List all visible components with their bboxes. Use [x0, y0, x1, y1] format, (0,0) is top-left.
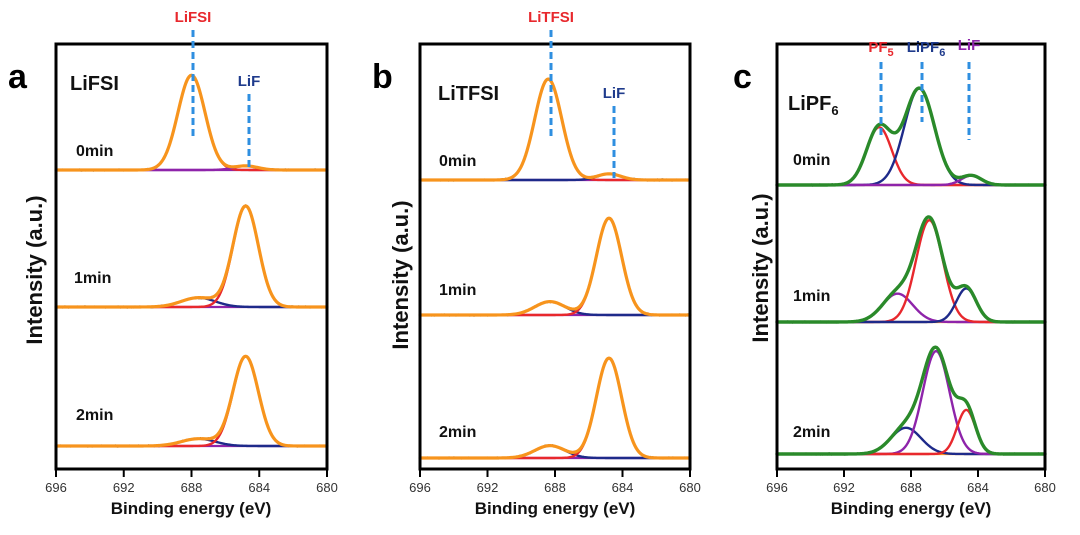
panel-b-frame [418, 42, 692, 471]
panel-a-tick-680: 680 [316, 480, 338, 495]
panel-c-xticks: 696 692 688 684 680 [766, 469, 1056, 495]
panel-b-marks [418, 77, 692, 460]
panel-b-ylabel: Intensity (a.u.) [388, 200, 413, 349]
panel-c-peak-label-lif: LiF [958, 37, 981, 54]
panel-a-ylabel: Intensity (a.u.) [22, 195, 47, 344]
panel-c-1min-raw-data [776, 215, 1046, 324]
panel-a-label-1min: 1min [74, 270, 111, 287]
panel-c-letter: c [733, 58, 752, 96]
panel-c-label-0min: 0min [793, 152, 830, 169]
panel-b-xticks: 696 692 688 684 680 [409, 469, 701, 495]
panel-a-2min-raw-data [55, 355, 328, 448]
panel-b-tick-680: 680 [679, 480, 701, 495]
panel-c-title-sub: 6 [831, 103, 838, 118]
panel-b-tick-696: 696 [409, 480, 431, 495]
panel-c-label-2min: 2min [793, 424, 830, 441]
panel-a-title: LiFSI [70, 73, 119, 95]
panel-c-2min-envelope [775, 345, 1047, 456]
panel-c-tick-680: 680 [1034, 480, 1056, 495]
panel-b-title: LiTFSI [438, 83, 499, 105]
panel-a-peak-label-lifsi: LiFSI [175, 9, 212, 26]
panel-b-tick-688: 688 [544, 480, 566, 495]
panel-a-letter: a [8, 58, 28, 96]
panel-a-tick-692: 692 [113, 480, 135, 495]
panel-b-0min-envelope [418, 77, 692, 182]
panel-b-label-2min: 2min [439, 424, 476, 441]
panel-c-marks [775, 86, 1047, 456]
panel-c-xlabel: Binding energy (eV) [831, 499, 992, 518]
panel-b-label-0min: 0min [439, 153, 476, 170]
panel-a-xlabel: Binding energy (eV) [111, 499, 272, 518]
panel-c-tick-688: 688 [900, 480, 922, 495]
panel-a-tick-684: 684 [248, 480, 270, 495]
panel-c-peak-label-lipf6: LiPF6 [907, 39, 946, 59]
panel-b-label-1min: 1min [439, 282, 476, 299]
panel-c-ylabel: Intensity (a.u.) [748, 193, 773, 342]
panel-c-0min-envelope [775, 86, 1047, 187]
panel-c-label-1min: 1min [793, 288, 830, 305]
panel-c-peak-label-pf5: PF5 [868, 39, 893, 59]
panel-b-tick-692: 692 [477, 480, 499, 495]
panel-b-tick-684: 684 [612, 480, 634, 495]
panel-b-1min-component-lif [418, 216, 692, 317]
panel-b-1min-envelope [418, 216, 692, 317]
panel-a-1min-envelope [54, 204, 329, 309]
panel-b-2min-component-lif [418, 356, 692, 460]
panel-a-2min-envelope [54, 354, 329, 448]
panel-a-1min-raw-data [55, 204, 328, 309]
panel-a-xticks: 696 692 688 684 680 [45, 469, 338, 495]
panel-b-letter: b [372, 58, 393, 96]
panel-c-tick-696: 696 [766, 480, 788, 495]
panel-a: a Intensity (a.u.) LiFSI LiFSI LiF 0min … [8, 9, 338, 518]
panel-b-2min-envelope [418, 356, 692, 460]
panel-b-2min-raw-data [419, 357, 691, 460]
panel-b-xlabel: Binding energy (eV) [475, 499, 636, 518]
panel-c-tick-692: 692 [833, 480, 855, 495]
panel-c-title: LiPF6 [788, 93, 839, 118]
panel-a-label-2min: 2min [76, 407, 113, 424]
panel-c-title-main: LiPF [788, 93, 831, 115]
panel-b-peak-label-litfsi: LiTFSI [528, 9, 574, 26]
panel-a-label-0min: 0min [76, 143, 113, 160]
panel-c: c Intensity (a.u.) LiPF6 PF5 LiPF6 LiF 0… [733, 37, 1056, 518]
panel-a-tick-688: 688 [181, 480, 203, 495]
panel-c-1min-envelope [775, 215, 1047, 324]
panel-a-1min-component-lif [54, 204, 329, 309]
panel-c-tick-684: 684 [967, 480, 989, 495]
panel-c-1min-component-lipf6 [775, 219, 1047, 324]
panel-a-2min-component-lif [54, 355, 329, 448]
panel-a-tick-696: 696 [45, 480, 67, 495]
panel-a-peak-label-lif: LiF [238, 73, 261, 90]
panel-b-peak-label-lif: LiF [603, 85, 626, 102]
panel-b: b Intensity (a.u.) LiTFSI LiTFSI LiF 0mi… [372, 9, 701, 518]
